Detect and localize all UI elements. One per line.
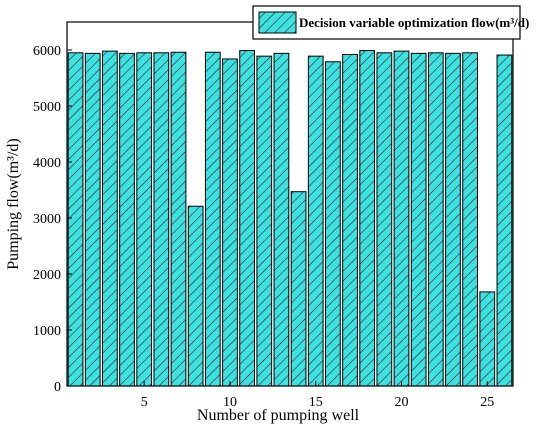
y-tick-label: 1000: [33, 324, 61, 339]
bar-well-19: [376, 52, 393, 387]
y-tick-label: 0: [54, 380, 61, 395]
bar-well-16: [325, 61, 341, 387]
y-axis-title: Pumping flow(m³/d): [5, 138, 22, 269]
legend: Decision variable optimization flow(m³/d…: [252, 5, 529, 40]
bar-well-6: [153, 52, 170, 387]
bar-well-22: [427, 52, 444, 387]
bar-well-26: [496, 54, 513, 387]
y-tick-label: 4000: [33, 156, 61, 171]
y-tick-label: 2000: [33, 268, 61, 283]
bar-well-12: [256, 55, 273, 387]
y-axis-ticks: 0 1000 2000 3000 4000 5000 6000: [33, 44, 72, 395]
x-tick-label: 15: [309, 395, 323, 410]
legend-swatch: [258, 11, 297, 34]
x-axis-ticks: 5 10 15 20 25: [141, 381, 494, 410]
bar-well-13: [273, 52, 290, 387]
bar-well-5: [136, 52, 153, 387]
bar-well-24: [462, 52, 478, 387]
bar-well-17: [342, 53, 358, 387]
bars-group: [67, 50, 513, 387]
bar-well-18: [359, 50, 376, 387]
x-tick-label: 5: [141, 395, 148, 410]
bar-well-8: [187, 205, 204, 387]
bar-well-2: [84, 52, 101, 387]
x-axis-title: Number of pumping well: [197, 407, 360, 424]
y-tick-label: 3000: [33, 212, 61, 227]
bar-well-4: [119, 52, 135, 387]
bar-well-23: [445, 52, 461, 387]
bar-well-25: [479, 291, 496, 387]
x-tick-label: 10: [223, 395, 237, 410]
legend-label: Decision variable optimization flow(m³/d…: [299, 15, 529, 30]
bar-well-7: [170, 51, 187, 387]
bar-well-14: [290, 191, 307, 387]
bar-well-9: [204, 51, 221, 387]
bar-well-1: [67, 52, 84, 387]
y-tick-label: 6000: [33, 44, 61, 59]
legend-box: [252, 5, 521, 40]
bar-well-3: [102, 50, 118, 387]
bar-well-11: [239, 50, 255, 387]
bar-well-15: [307, 55, 324, 387]
bar-well-10: [222, 58, 238, 387]
x-tick-label: 20: [395, 395, 409, 410]
y-tick-label: 5000: [33, 100, 61, 115]
x-tick-label: 25: [480, 395, 494, 410]
bar-well-21: [410, 52, 427, 387]
bar-well-20: [393, 50, 410, 387]
